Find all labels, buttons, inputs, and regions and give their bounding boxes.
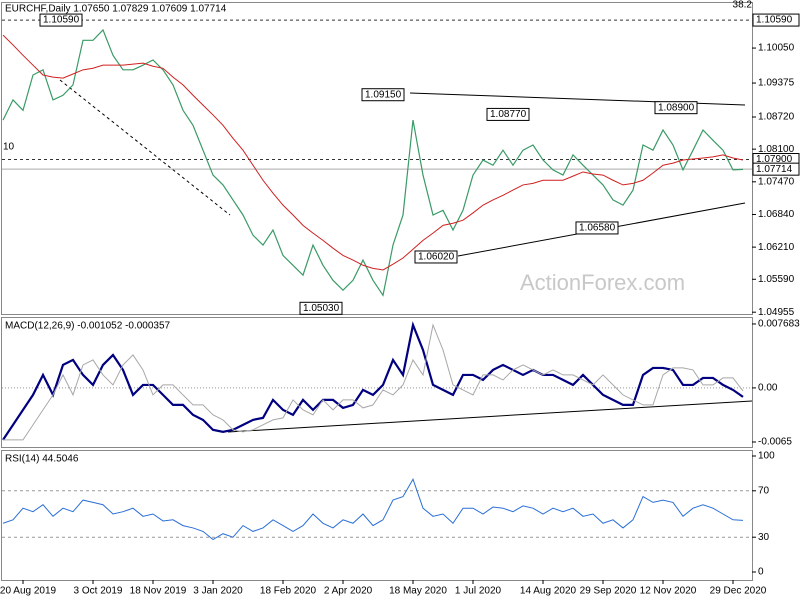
x-tick-label: 29 Sep 2020 <box>580 586 637 597</box>
y-tick-label: -0.0065 <box>758 437 792 448</box>
chart-title: EURCHF,Daily 1.07650 1.07829 1.07609 1.0… <box>5 4 227 15</box>
series-line <box>2 477 744 541</box>
annotation-label: 1.09150 <box>365 89 402 100</box>
annotation-box <box>39 13 83 27</box>
annotation-box <box>486 107 530 121</box>
annotation-box <box>654 101 698 115</box>
price-label: 1.10590 <box>756 15 793 26</box>
x-tick-label: 18 May 2020 <box>389 586 447 597</box>
trendline <box>59 79 231 216</box>
y-tick-label: 0.00 <box>758 383 778 394</box>
price-label: 1.07714 <box>756 164 793 175</box>
series-line <box>2 28 744 297</box>
x-tick-label: 3 Oct 2019 <box>74 586 123 597</box>
x-tick-label: 2 Apr 2020 <box>324 586 373 597</box>
annotation-box <box>299 301 343 315</box>
annotation-label: 1.06580 <box>579 223 616 234</box>
x-tick-label: 12 Nov 2020 <box>640 586 697 597</box>
price-label-box <box>752 162 800 176</box>
fib-label: 38.2 <box>733 0 753 11</box>
x-tick-label: 20 Aug 2019 <box>0 586 57 597</box>
y-tick-label: 70 <box>758 485 770 496</box>
y-tick-label: 1.06210 <box>758 242 795 253</box>
y-tick-label: 0.007683 <box>758 319 800 330</box>
annotation-label: 1.08900 <box>658 102 695 113</box>
price-label-box <box>752 13 800 27</box>
y-tick-label: 1.06840 <box>758 209 795 220</box>
y-tick-label: 1.08720 <box>758 112 795 123</box>
trendline <box>227 400 753 433</box>
x-tick-label: 18 Nov 2019 <box>130 586 187 597</box>
series-line <box>2 321 744 441</box>
annotation-label: 1.06020 <box>418 252 455 263</box>
price-label: 1.07900 <box>756 154 793 165</box>
annotation-label: 1.10590 <box>43 15 80 26</box>
rsi-panel <box>1 450 753 581</box>
y-tick-label: 1.09375 <box>758 78 795 89</box>
x-tick-label: 29 Dec 2020 <box>710 586 767 597</box>
annotation-box <box>361 88 405 102</box>
x-tick-label: 3 Jan 2020 <box>193 586 243 597</box>
y-tick-label: 30 <box>758 532 770 543</box>
y-tick-label: 1.05590 <box>758 274 795 285</box>
y-tick-label: 1.04955 <box>758 307 795 318</box>
x-tick-label: 14 Aug 2020 <box>520 586 577 597</box>
y-tick-label: 1.07470 <box>758 176 795 187</box>
series-line <box>2 34 744 271</box>
annotation-label: 1.05030 <box>303 303 340 314</box>
y-tick-label: 1.08100 <box>758 144 795 155</box>
x-tick-label: 1 Jul 2020 <box>455 586 502 597</box>
edge-label: 10 <box>3 142 15 153</box>
y-tick-label: 0 <box>758 567 764 578</box>
x-tick-label: 18 Feb 2020 <box>260 586 317 597</box>
y-tick-label: 100 <box>758 451 775 462</box>
annotation-box <box>414 250 458 264</box>
series-line <box>3 323 744 441</box>
y-tick-label: 1.10050 <box>758 43 795 54</box>
watermark: ActionForex.com <box>520 270 685 295</box>
macd-panel <box>1 317 753 448</box>
annotation-box <box>575 221 619 235</box>
annotation-label: 1.08770 <box>490 109 527 120</box>
rsi-title: RSI(14) 44.5046 <box>5 454 79 465</box>
macd-title: MACD(12,26,9) -0.001052 -0.000357 <box>5 321 171 332</box>
